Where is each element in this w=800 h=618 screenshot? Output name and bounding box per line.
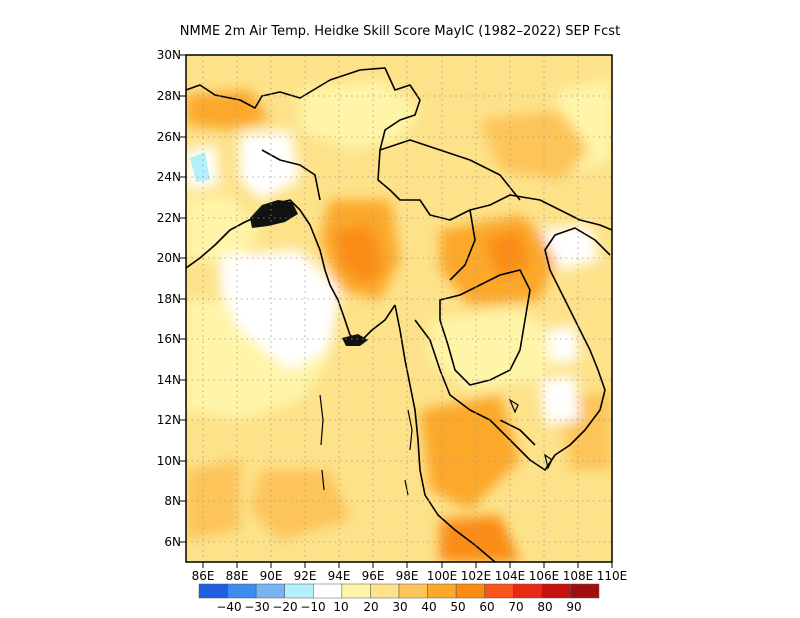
skill-field	[186, 55, 612, 562]
colorbar-swatch	[484, 583, 514, 599]
colorbar-swatch	[255, 583, 285, 599]
colorbar-label: −10	[300, 600, 325, 614]
negative-skill-patch	[190, 152, 210, 182]
colorbar-label: −30	[244, 600, 269, 614]
lon-label: 88E	[226, 569, 249, 583]
lon-label: 90E	[260, 569, 283, 583]
coastlines	[186, 67, 612, 562]
lat-label: 16N	[157, 332, 181, 346]
lat-label: 6N	[164, 535, 181, 549]
lat-label: 14N	[157, 373, 181, 387]
colorbar-swatch	[313, 583, 343, 599]
islands	[319, 394, 553, 496]
delta-coastline	[250, 200, 368, 346]
colorbar-swatch	[227, 583, 257, 599]
colorbar-swatch	[570, 583, 600, 599]
lat-label: 24N	[157, 170, 181, 184]
lat-label: 8N	[164, 494, 181, 508]
colorbar-swatch	[284, 583, 314, 599]
colorbar-labels: −40 −30 −20 −10 10 20 30 40 50 60 70 80 …	[216, 600, 581, 614]
lon-label: 92E	[294, 569, 317, 583]
lon-label: 96E	[362, 569, 385, 583]
colorbar-label: 90	[566, 600, 581, 614]
lon-label: 100E	[427, 569, 458, 583]
lat-label: 20N	[157, 251, 181, 265]
lat-label: 18N	[157, 292, 181, 306]
colorbar-swatch	[541, 583, 571, 599]
colorbar-label: 80	[537, 600, 552, 614]
lat-label: 10N	[157, 454, 181, 468]
longitude-labels: 86E 88E 90E 92E 94E 96E 98E 100E 102E 10…	[192, 569, 628, 583]
lat-label: 12N	[157, 413, 181, 427]
map-title: NMME 2m Air Temp. Heidke Skill Score May…	[180, 24, 620, 39]
colorbar-swatch	[341, 583, 371, 599]
colorbar	[198, 583, 600, 599]
lon-label: 94E	[328, 569, 351, 583]
colorbar-label: 30	[392, 600, 407, 614]
lat-label: 28N	[157, 89, 181, 103]
lon-label: 98E	[396, 569, 419, 583]
colorbar-label: 40	[421, 600, 436, 614]
colorbar-swatch	[198, 583, 228, 599]
lon-label: 104E	[495, 569, 526, 583]
colorbar-swatch	[398, 583, 428, 599]
axis-ticks	[180, 54, 613, 568]
colorbar-label: −40	[216, 600, 241, 614]
map-frame	[185, 54, 613, 563]
colorbar-swatch	[370, 583, 400, 599]
lat-label: 26N	[157, 130, 181, 144]
colorbar-label: 50	[450, 600, 465, 614]
graticule	[186, 55, 612, 562]
lon-label: 110E	[597, 569, 628, 583]
colorbar-swatch	[513, 583, 543, 599]
lon-label: 102E	[461, 569, 492, 583]
latitude-labels: 6N 8N 10N 12N 14N 16N 18N 20N 22N 24N 26…	[157, 48, 181, 549]
colorbar-label: 60	[479, 600, 494, 614]
colorbar-label: −20	[272, 600, 297, 614]
colorbar-label: 70	[508, 600, 523, 614]
lon-label: 86E	[192, 569, 215, 583]
lat-label: 22N	[157, 211, 181, 225]
lat-label: 30N	[157, 48, 181, 62]
colorbar-label: 10	[333, 600, 348, 614]
lon-label: 108E	[563, 569, 594, 583]
colorbar-swatch	[427, 583, 457, 599]
lon-label: 106E	[529, 569, 560, 583]
colorbar-label: 20	[363, 600, 378, 614]
colorbar-swatch	[455, 583, 485, 599]
